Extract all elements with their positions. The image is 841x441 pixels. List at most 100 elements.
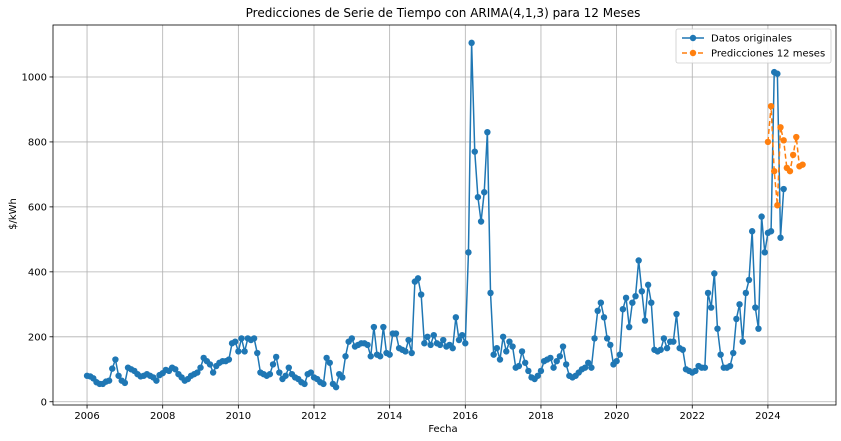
data-point	[799, 161, 806, 168]
data-point	[726, 362, 734, 370]
data-point	[704, 289, 712, 297]
data-point	[465, 249, 472, 256]
grid	[53, 25, 836, 405]
data-point	[755, 325, 762, 332]
data-point	[562, 361, 570, 368]
series-line	[767, 106, 803, 206]
data-point	[370, 323, 378, 331]
data-point	[307, 369, 315, 376]
data-point	[405, 336, 412, 344]
data-point	[503, 348, 510, 355]
data-point	[585, 359, 592, 366]
x-tick-label: 2006	[74, 411, 99, 422]
data-point	[272, 353, 280, 361]
data-point	[238, 335, 245, 342]
x-tick-label: 2020	[604, 411, 629, 422]
data-point	[553, 357, 560, 365]
data-point	[380, 323, 387, 331]
data-point	[767, 103, 775, 110]
data-point	[112, 356, 119, 363]
data-point	[711, 270, 718, 277]
data-point	[559, 343, 567, 350]
legend-box	[675, 28, 832, 64]
data-point	[619, 305, 627, 313]
data-point	[414, 275, 422, 282]
data-point	[714, 325, 721, 332]
data-point	[556, 353, 564, 360]
data-point	[638, 288, 646, 295]
legend-marker	[689, 49, 697, 57]
data-point	[622, 294, 630, 302]
data-point	[767, 228, 775, 235]
data-point	[402, 348, 409, 355]
data-point	[326, 359, 333, 366]
data-point	[194, 369, 201, 376]
x-axis-label: Fecha	[428, 424, 457, 435]
data-point	[777, 234, 784, 241]
data-point	[471, 148, 478, 155]
data-point	[477, 218, 485, 225]
data-point	[424, 333, 431, 340]
data-point	[739, 338, 746, 345]
data-point	[285, 364, 292, 371]
data-point	[780, 185, 787, 193]
data-point	[232, 338, 239, 345]
ticks: 2006 2008 2010 2012 2014 2016 2018 2020 2022 2024…	[22, 72, 781, 422]
data-point	[518, 348, 526, 355]
data-point	[629, 299, 636, 306]
x-tick-label: 2016	[453, 411, 478, 422]
data-point	[607, 341, 614, 349]
data-point	[468, 39, 475, 47]
data-point	[458, 331, 466, 339]
plot-frame	[52, 24, 837, 406]
data-point	[342, 353, 349, 360]
data-point	[657, 346, 664, 353]
data-point	[436, 341, 444, 349]
data-point	[707, 304, 715, 311]
data-point	[748, 228, 756, 235]
x-tick-label: 2012	[301, 411, 326, 422]
data-point	[736, 301, 743, 308]
data-point	[777, 124, 784, 131]
y-tick-label: 800	[28, 137, 47, 148]
data-point	[509, 343, 516, 350]
data-point	[730, 349, 737, 357]
data-point	[701, 364, 709, 371]
data-point	[206, 361, 214, 368]
x-tick-label: 2022	[680, 411, 705, 422]
x-tick-label: 2008	[150, 411, 175, 422]
chart-title: Predicciones de Serie de Tiempo con ARIM…	[246, 6, 641, 20]
data-point	[616, 351, 623, 358]
data-point	[105, 377, 113, 384]
data-point	[793, 133, 800, 141]
data-point	[613, 357, 620, 365]
data-point	[663, 344, 671, 352]
legend: Datos originales Predicciones 12 meses	[675, 28, 832, 64]
data-point	[364, 341, 371, 349]
data-point	[632, 293, 639, 300]
data-point	[209, 369, 217, 376]
x-tick-label: 2024	[755, 411, 780, 422]
data-point	[339, 374, 346, 381]
data-point	[581, 364, 589, 371]
series-original	[83, 39, 787, 391]
data-point	[427, 341, 434, 349]
data-point	[764, 138, 772, 146]
data-point	[660, 335, 668, 342]
data-point	[644, 281, 652, 289]
data-point	[348, 335, 356, 342]
data-point	[550, 364, 557, 371]
x-tick-label: 2018	[528, 411, 553, 422]
data-point	[421, 340, 428, 347]
data-point	[745, 276, 753, 284]
data-point	[673, 310, 680, 318]
data-point	[320, 380, 327, 388]
data-point	[515, 362, 523, 370]
data-point	[254, 349, 261, 357]
data-point	[591, 335, 598, 342]
x-tick-label: 2014	[377, 411, 402, 422]
data-point	[490, 351, 497, 358]
data-point	[626, 323, 633, 331]
data-point	[266, 370, 274, 378]
data-point	[153, 377, 160, 384]
